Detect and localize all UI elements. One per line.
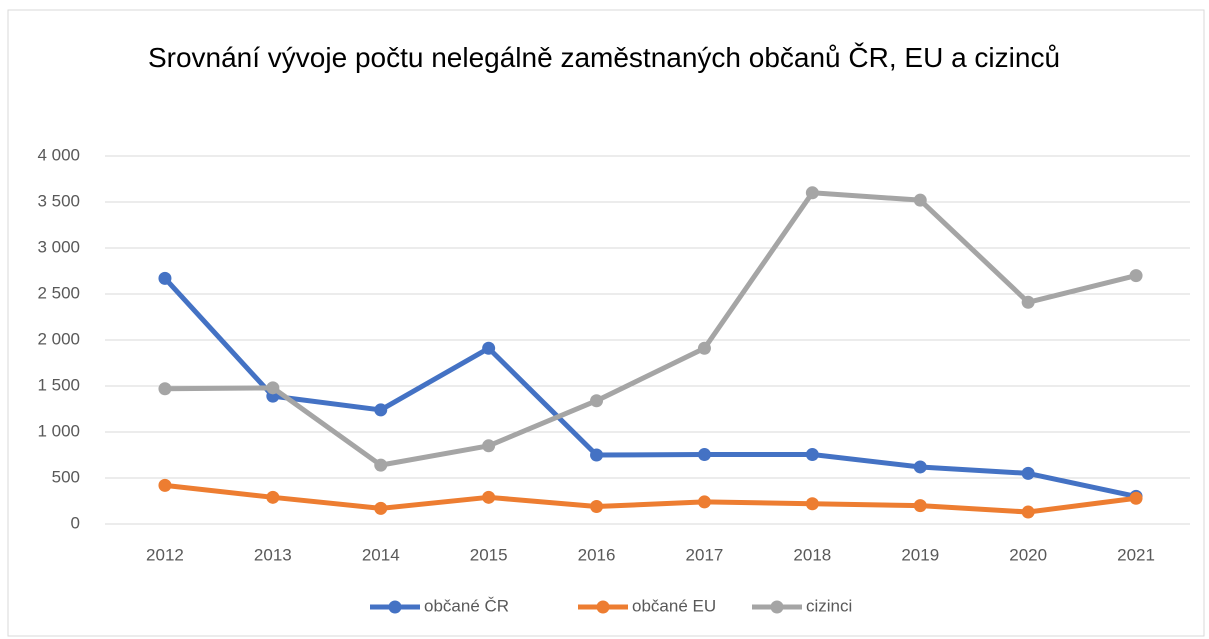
data-point bbox=[1021, 295, 1035, 309]
chart-border bbox=[7, 9, 1205, 637]
x-tick-label: 2018 bbox=[793, 545, 831, 564]
data-point bbox=[158, 382, 172, 396]
data-point bbox=[913, 193, 927, 207]
x-tick-label: 2017 bbox=[686, 545, 724, 564]
x-tick-label: 2014 bbox=[362, 545, 400, 564]
x-tick-label: 2015 bbox=[470, 545, 508, 564]
y-tick-label: 3 500 bbox=[37, 191, 80, 210]
data-point bbox=[266, 381, 280, 395]
x-tick-label: 2016 bbox=[578, 545, 616, 564]
legend-label: cizinci bbox=[806, 596, 852, 615]
legend-marker bbox=[596, 600, 610, 614]
data-point bbox=[1021, 466, 1035, 480]
data-point bbox=[482, 439, 496, 453]
data-point bbox=[1129, 491, 1143, 505]
legend-marker bbox=[388, 600, 402, 614]
data-point bbox=[805, 448, 819, 462]
data-point bbox=[590, 500, 604, 514]
x-tick-label: 2020 bbox=[1009, 545, 1047, 564]
data-point bbox=[805, 186, 819, 200]
x-tick-label: 2012 bbox=[146, 545, 184, 564]
data-point bbox=[913, 499, 927, 513]
data-point bbox=[1021, 505, 1035, 519]
data-point bbox=[913, 460, 927, 474]
data-point bbox=[1129, 269, 1143, 283]
data-point bbox=[158, 478, 172, 492]
y-tick-label: 1 000 bbox=[37, 421, 80, 440]
series-line bbox=[162, 482, 1139, 515]
legend-label: občané ČR bbox=[424, 596, 509, 615]
x-tick-label: 2021 bbox=[1117, 545, 1155, 564]
data-point bbox=[697, 341, 711, 355]
data-point bbox=[374, 403, 388, 417]
y-tick-label: 0 bbox=[71, 513, 80, 532]
series-line bbox=[162, 190, 1139, 468]
x-tick-label: 2013 bbox=[254, 545, 292, 564]
y-tick-label: 3 000 bbox=[37, 237, 80, 256]
y-tick-label: 1 500 bbox=[37, 375, 80, 394]
data-point bbox=[590, 448, 604, 462]
y-tick-label: 2 000 bbox=[37, 329, 80, 348]
data-point bbox=[590, 394, 604, 408]
legend-label: občané EU bbox=[632, 596, 716, 615]
data-point bbox=[697, 495, 711, 509]
data-point bbox=[158, 271, 172, 285]
series-line bbox=[162, 275, 1139, 499]
data-point bbox=[805, 497, 819, 511]
legend-marker bbox=[770, 600, 784, 614]
data-point bbox=[266, 490, 280, 504]
data-point bbox=[697, 448, 711, 462]
data-point bbox=[374, 458, 388, 472]
y-tick-label: 4 000 bbox=[37, 145, 80, 164]
data-point bbox=[374, 501, 388, 515]
x-tick-label: 2019 bbox=[901, 545, 939, 564]
y-tick-label: 2 500 bbox=[37, 283, 80, 302]
data-point bbox=[482, 341, 496, 355]
data-point bbox=[482, 490, 496, 504]
chart-title: Srovnání vývoje počtu nelegálně zaměstna… bbox=[147, 42, 1061, 73]
y-tick-label: 500 bbox=[52, 467, 80, 486]
